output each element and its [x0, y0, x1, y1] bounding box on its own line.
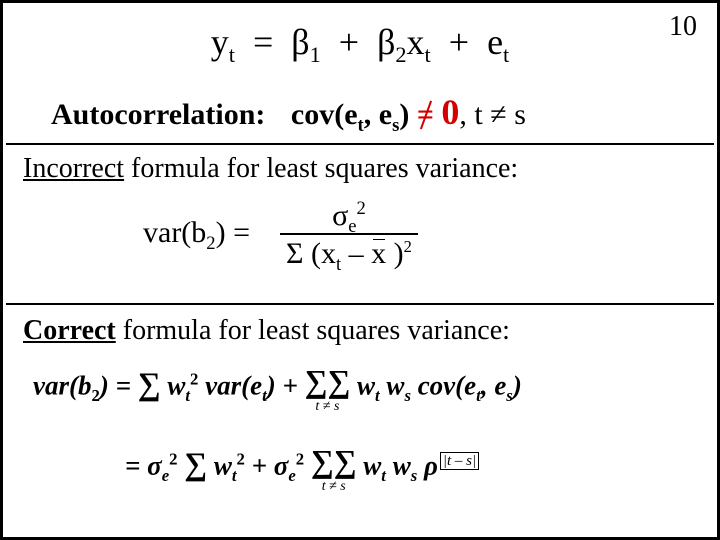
eqB-sq1: 2: [169, 450, 177, 469]
e: e: [487, 22, 503, 62]
Sigma: Σ: [286, 237, 303, 270]
y: y: [211, 22, 229, 62]
varb2-lhs-text: var(b: [143, 216, 206, 249]
varb2-lhs-sub: 2: [206, 233, 215, 254]
eqB-wt: t: [232, 466, 237, 485]
den-close: ): [394, 237, 404, 270]
eqB-plus: + σ: [252, 451, 289, 481]
sigma-sub: e: [348, 216, 356, 237]
eqA-wsq: 2: [190, 370, 198, 389]
cov-close: ): [399, 98, 409, 131]
beta1: β: [291, 22, 309, 62]
incorrect-formula: var(b2) = σe2 Σ (xt – x )2: [3, 199, 717, 271]
eqA-lhs-sub: 2: [91, 386, 99, 405]
cov-comma: , e: [364, 98, 392, 131]
eqA-varet: var(e: [205, 371, 262, 401]
den-open: (x: [311, 237, 336, 270]
not-equal-icon: =: [417, 98, 434, 132]
fraction-numerator: σe2: [280, 199, 418, 233]
eqA-dsum: ∑∑ t ≠ s: [305, 363, 351, 414]
ts-s: s: [514, 98, 526, 131]
cov-expr: cov(et, es) = 0: [291, 98, 460, 131]
eqB-wsq: 2: [237, 450, 245, 469]
den-minus: –: [349, 237, 364, 270]
x: x: [407, 22, 425, 62]
eqA-lhs: var(b: [33, 371, 91, 401]
divider-1: [6, 143, 714, 145]
eqA-w1: w: [167, 371, 185, 401]
eqB-ws: w: [393, 451, 411, 481]
slide: 1 0 yt = β1 + β2xt + et Autocorrelation: …: [0, 0, 720, 540]
zero: 0: [441, 92, 459, 132]
eqA-under: t ≠ s: [305, 400, 351, 414]
eqA-ws-s: s: [404, 386, 411, 405]
ts-sep: , t: [459, 98, 482, 131]
eqB-dsum: ∑∑ t ≠ s: [311, 443, 357, 494]
plus1: +: [339, 22, 359, 62]
eqA-cl: ) +: [267, 371, 305, 401]
e-sub: t: [503, 42, 509, 67]
model-equation: yt = β1 + β2xt + et: [3, 21, 717, 63]
eqB-ws-s: s: [411, 466, 418, 485]
eqA-w2: w: [357, 371, 375, 401]
eqA-cov-comma: , e: [481, 371, 506, 401]
correct-word: Correct: [23, 315, 116, 346]
correct-heading: Correct formula for least squares varian…: [3, 315, 717, 347]
incorrect-rest: formula for least squares variance:: [124, 153, 518, 184]
eqA-dsum-sym: ∑∑: [305, 363, 351, 399]
variance-fraction: σe2 Σ (xt – x )2: [280, 199, 418, 271]
incorrect-word: Incorrect: [23, 153, 124, 184]
varb2-lhs: var(b2) =: [143, 216, 258, 249]
eq: =: [253, 22, 273, 62]
eqB-e2: e: [288, 466, 295, 485]
autocorrelation-line: Autocorrelation: cov(et, es) = 0, t ≠ s: [3, 91, 717, 133]
plus2: +: [449, 22, 469, 62]
eqA-lhs-close: ) =: [100, 371, 138, 401]
eqB-w2t: t: [381, 466, 386, 485]
divider-2: [6, 303, 714, 305]
autocorr-label: Autocorrelation:: [51, 98, 265, 131]
varb2-lhs-close: ) =: [216, 216, 250, 249]
cov-open: cov(e: [291, 98, 358, 131]
eqB-w2: w: [363, 451, 381, 481]
xbar: x: [371, 237, 386, 271]
sigma-sq: 2: [357, 198, 366, 219]
den-pow: 2: [404, 237, 412, 256]
sigma: σ: [332, 199, 348, 232]
eqB-under: t ≠ s: [311, 480, 357, 494]
correct-formula-line1: var(b2) = ∑ wt2 var(et) + ∑∑ t ≠ s wt ws…: [33, 363, 522, 414]
eqB-w1: w: [214, 451, 232, 481]
b2-sub: 2: [395, 42, 406, 67]
eqB-dsum-sym: ∑∑: [311, 443, 357, 479]
eqA-sum1: ∑: [138, 366, 161, 402]
y-sub: t: [229, 42, 235, 67]
eqA-ws: w: [386, 371, 404, 401]
eqB-sum: ∑: [184, 446, 207, 482]
eqA-close: ): [513, 371, 522, 401]
x-sub: t: [425, 42, 431, 67]
eqA-cov: cov(e: [418, 371, 476, 401]
eqB-exponent: |t – s|: [440, 452, 479, 470]
t-ne-s: , t ≠ s: [459, 98, 526, 131]
eqB-rho: ρ: [424, 451, 438, 481]
b1-sub: 1: [310, 42, 321, 67]
correct-rest: formula for least squares variance:: [116, 315, 510, 346]
den-xt: t: [336, 254, 341, 275]
eqB-sq2: 2: [296, 450, 304, 469]
ne-sym: ≠: [490, 98, 506, 131]
incorrect-heading: Incorrect formula for least squares vari…: [3, 153, 717, 185]
fraction-denominator: Σ (xt – x )2: [280, 233, 418, 271]
eqB-sigma1: = σ: [125, 451, 162, 481]
eqA-w2t: t: [375, 386, 380, 405]
beta2: β: [377, 22, 395, 62]
correct-formula-line2: = σe2 ∑ wt2 + σe2 ∑∑ t ≠ s wt ws ρ|t – s…: [125, 443, 479, 494]
